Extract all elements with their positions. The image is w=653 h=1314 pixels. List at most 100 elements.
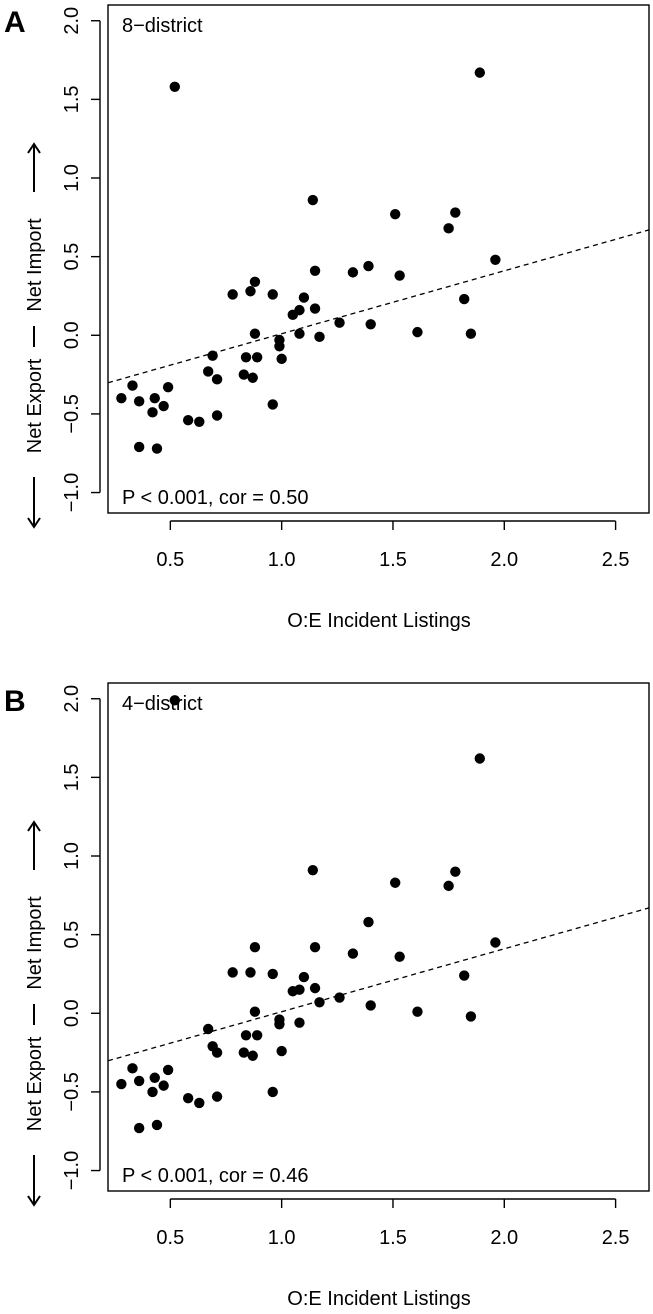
panel-b-data-point: [151, 1119, 163, 1131]
panel-b-y-tick-label: −0.5: [61, 1072, 83, 1111]
panel-b-x-tick-label: 1.0: [268, 1227, 296, 1249]
panel-a-data-point: [294, 328, 305, 339]
panel-b-y-tick-label: 1.0: [61, 842, 83, 870]
panel-a-data-point: [147, 407, 158, 418]
panel-a-data-point: [133, 396, 145, 407]
panel-a-data-point: [309, 303, 321, 314]
panel-b-x-tick-label: 2.5: [602, 1227, 630, 1249]
panel-a-y-tick-label: 1.5: [61, 85, 83, 113]
panel-a-points: [116, 67, 501, 454]
panel-a-data-point: [307, 194, 319, 206]
panel-b-data-point: [238, 1047, 250, 1058]
panel-b-data-point: [116, 1078, 127, 1090]
panel-a-y-tick-label: 1.0: [61, 164, 83, 192]
panel-a-data-point: [334, 317, 345, 328]
panel-b-data-point: [133, 1075, 145, 1087]
panel-a-data-point: [267, 399, 278, 410]
panel-b-y-axis: −1.0 −0.5 0.0 0.5 1.0 1.5 2.0: [61, 685, 101, 1190]
panel-b-data-point: [294, 984, 305, 995]
panel-a-data-point: [465, 328, 477, 339]
panel-b-points: [116, 695, 501, 1134]
panel-a-data-point: [267, 289, 278, 300]
panel-a-data-point: [347, 267, 359, 278]
panel-a-data-point: [389, 208, 401, 220]
panel-b-data-point: [307, 864, 319, 876]
panel-b-data-point: [169, 695, 180, 706]
panel-a-data-point: [443, 223, 454, 234]
panel-a-data-point: [151, 443, 163, 454]
panel-a-data-point: [412, 326, 423, 338]
panel-a-data-point: [247, 372, 258, 383]
panel-b-x-tick-label: 1.5: [379, 1227, 407, 1249]
panel-b-data-point: [363, 916, 374, 928]
panel-a-data-point: [450, 207, 461, 218]
panel-a-y-tick-label: 0.0: [61, 321, 83, 349]
panel-b-data-point: [474, 753, 485, 764]
panel-b-data-point: [149, 1072, 160, 1083]
panel-a-y-tick-label: −1.0: [61, 473, 83, 512]
panel-a-data-point: [182, 415, 194, 426]
panel-b-y-tick-label: 0.0: [61, 999, 83, 1027]
panel-a-y-axis: −1.0 −0.5 0.0 0.5 1.0 1.5 2.0: [61, 7, 101, 512]
panel-a-data-point: [202, 366, 214, 377]
panel-b-data-point: [182, 1093, 194, 1104]
panel-a-data-point: [394, 270, 405, 281]
panel-b-trendline: [108, 907, 649, 1062]
panel-a-data-point: [169, 81, 180, 92]
panel-a-data-point: [251, 352, 263, 363]
panel-a-data-point: [158, 400, 169, 412]
panel-b-data-point: [267, 968, 278, 980]
panel-a-trendline-layer: [108, 229, 649, 384]
panel-b-data-point: [365, 1000, 376, 1011]
panel-b-data-point: [227, 967, 238, 978]
panel-b-y-tick-label: 1.5: [61, 763, 83, 791]
panel-a-y-tick-label: 2.0: [61, 7, 83, 35]
panel-b-data-point: [347, 948, 359, 959]
panel-a-data-point: [162, 381, 174, 393]
panel-b-data-point: [450, 866, 461, 877]
panel-a-trendline: [108, 229, 649, 384]
panel-b-letter: B: [4, 685, 26, 718]
panel-a-data-point: [194, 416, 205, 427]
panel-b-data-point: [309, 982, 321, 994]
panel-a-data-point: [298, 292, 310, 303]
panel-a-data-point: [294, 304, 305, 316]
panel-b-data-point: [211, 1047, 223, 1058]
panel-b-data-point: [249, 942, 261, 953]
panel-b-data-point: [202, 1023, 214, 1035]
panel-b-y-tick-label: 2.0: [61, 685, 83, 713]
panel-b-data-point: [314, 997, 325, 1008]
panel-b-data-point: [147, 1086, 158, 1098]
panel-b-data-point: [249, 1006, 261, 1017]
panel-a-data-point: [211, 410, 223, 421]
panel-b-data-point: [251, 1030, 263, 1041]
panel-b-up-arrow-icon: [27, 820, 41, 832]
panel-a-data-point: [365, 319, 376, 330]
panel-b-data-point: [274, 1019, 285, 1030]
panel-b-data-point: [298, 971, 310, 983]
panel-b-data-point: [247, 1050, 258, 1061]
panel-a-net-import-label: Net Import: [24, 218, 46, 312]
panel-a-data-point: [249, 276, 261, 288]
panel-b-data-point: [465, 1011, 477, 1022]
panel-b-y-tick-label: −1.0: [61, 1151, 83, 1190]
panel-b-data-point: [162, 1064, 174, 1076]
panel-b-x-tick-label: 2.0: [490, 1227, 518, 1249]
panel-b-y-axis-title: Net Export Net Import: [24, 820, 46, 1207]
panel-a-x-axis: 0.5 1.0 1.5 2.0 2.5: [156, 520, 630, 571]
panel-b-y-tick-label: 0.5: [61, 921, 83, 949]
panel-a-data-point: [276, 353, 287, 365]
panel-a-net-export-label: Net Export: [24, 358, 46, 453]
panel-a-data-point: [309, 265, 321, 276]
panel-b-data-point: [389, 877, 401, 888]
panel-b-data-point: [194, 1097, 205, 1109]
panel-a-y-axis-title: Net Export Net Import: [24, 142, 46, 529]
panel-a-data-point: [227, 289, 238, 300]
panel-a-x-tick-label: 2.5: [602, 549, 630, 571]
panel-b-net-import-label: Net Import: [24, 896, 46, 990]
panel-a-data-point: [490, 254, 501, 265]
panel-a-data-point: [245, 286, 256, 297]
panel-b-x-tick-label: 0.5: [156, 1227, 184, 1249]
panel-b-data-point: [459, 970, 470, 981]
